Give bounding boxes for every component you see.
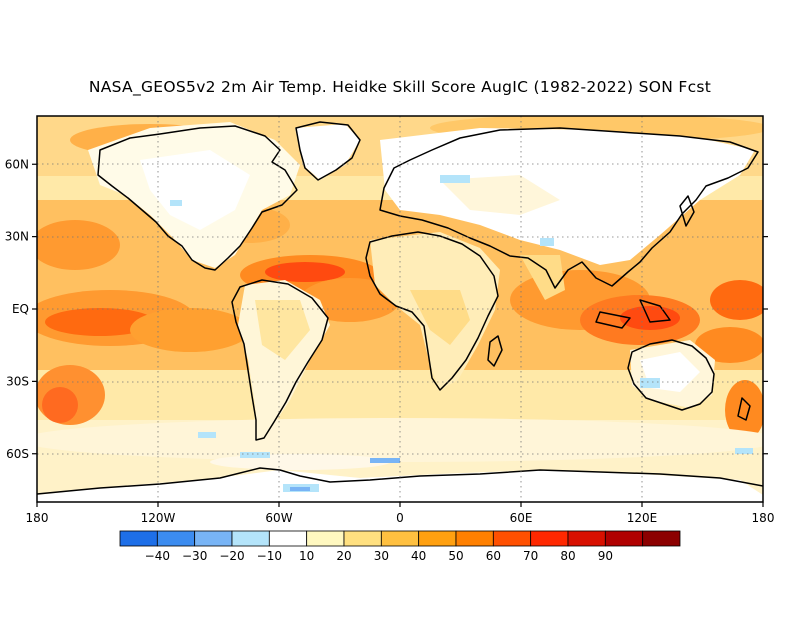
colorbar-label: −20 bbox=[219, 549, 244, 563]
latitude-axis: 60N 30N EQ 30S 60S bbox=[5, 157, 768, 461]
lon-tick-label: 180 bbox=[752, 511, 775, 525]
colorbar-label: 20 bbox=[336, 549, 351, 563]
colorbar-label: 10 bbox=[299, 549, 314, 563]
skill-field bbox=[37, 116, 763, 502]
longitude-axis: 180 120W 60W 0 60E 120E 180 bbox=[26, 502, 775, 525]
colorbar-swatch bbox=[455, 530, 494, 547]
lat-tick-label: 30N bbox=[5, 230, 29, 244]
negative-skill-patches bbox=[170, 175, 753, 492]
colorbar-swatch bbox=[268, 530, 308, 547]
colorbar-swatch bbox=[418, 530, 457, 547]
lat-tick-label: 60S bbox=[6, 447, 29, 461]
colorbar-swatch bbox=[642, 530, 681, 547]
colorbar-label: 40 bbox=[411, 549, 426, 563]
colorbar-label: 80 bbox=[560, 549, 575, 563]
colorbar-swatch bbox=[380, 530, 420, 547]
colorbar-swatch bbox=[567, 530, 606, 547]
colorbar-label: −40 bbox=[145, 549, 170, 563]
colorbar-swatch bbox=[306, 530, 345, 547]
colorbar-swatch bbox=[343, 530, 382, 547]
lat-tick-label: EQ bbox=[12, 302, 29, 316]
lat-tick-label: 30S bbox=[6, 374, 29, 388]
colorbar-swatch bbox=[530, 530, 569, 547]
colorbar-label: −10 bbox=[257, 549, 282, 563]
colorbar-label: −30 bbox=[182, 549, 207, 563]
colorbar-swatch bbox=[156, 530, 196, 547]
lon-tick-label: 180 bbox=[26, 511, 49, 525]
colorbar: −40 −30 −20 −10 10 20 30 40 50 60 70 80 90 bbox=[119, 530, 681, 563]
colorbar-swatch bbox=[604, 530, 644, 547]
coastlines bbox=[37, 121, 763, 495]
colorbar-label: 30 bbox=[374, 549, 389, 563]
colorbar-swatch bbox=[119, 530, 158, 547]
colorbar-swatch bbox=[231, 530, 270, 547]
colorbar-label: 70 bbox=[523, 549, 538, 563]
map-title: NASA_GEOS5v2 2m Air Temp. Heidke Skill S… bbox=[88, 78, 712, 96]
lon-tick-label: 0 bbox=[396, 511, 404, 525]
lon-tick-label: 120E bbox=[627, 511, 658, 525]
colorbar-label: 60 bbox=[486, 549, 501, 563]
colorbar-label: 90 bbox=[598, 549, 613, 563]
colorbar-label: 50 bbox=[448, 549, 463, 563]
lat-tick-label: 60N bbox=[5, 157, 29, 171]
colorbar-swatch bbox=[492, 530, 532, 547]
land-skill bbox=[37, 122, 763, 502]
lon-tick-label: 120W bbox=[141, 511, 176, 525]
lon-tick-label: 60E bbox=[510, 511, 533, 525]
gridlines bbox=[37, 116, 763, 502]
colorbar-swatch bbox=[194, 530, 233, 547]
lon-tick-label: 60W bbox=[265, 511, 292, 525]
